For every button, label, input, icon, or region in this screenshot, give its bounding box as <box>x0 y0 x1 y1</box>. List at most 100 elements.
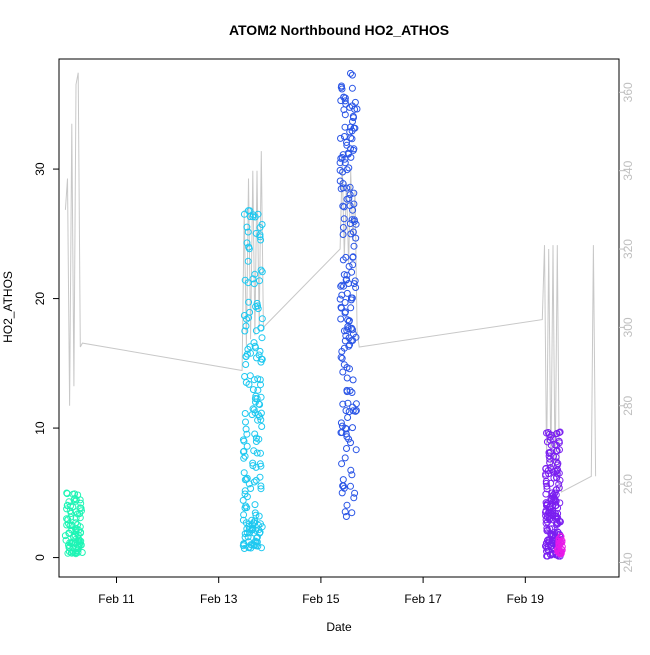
data-point <box>247 349 254 357</box>
data-point <box>252 511 260 519</box>
data-point <box>544 429 552 436</box>
data-point <box>345 195 353 202</box>
data-point <box>249 275 257 283</box>
data-point <box>258 423 266 430</box>
data-point <box>337 419 345 427</box>
data-point <box>339 482 347 490</box>
y-axis-label: HO2_ATHOS <box>1 271 15 343</box>
chart-title: ATOM2 Northbound HO2_ATHOS <box>229 22 449 38</box>
data-point <box>555 541 563 549</box>
data-point <box>63 521 71 529</box>
data-point <box>249 459 257 467</box>
data-point <box>241 410 249 417</box>
data-point <box>342 430 350 438</box>
data-point <box>348 216 356 224</box>
data-point <box>242 418 249 426</box>
data-point <box>353 105 361 113</box>
data-point <box>347 304 355 312</box>
data-point <box>252 303 260 311</box>
data-point <box>245 380 253 388</box>
data-point <box>254 416 262 424</box>
data-point <box>341 508 349 516</box>
data-point <box>343 364 351 371</box>
data-point <box>553 470 561 478</box>
data-point <box>254 386 262 394</box>
data-point <box>339 184 347 192</box>
data-point <box>252 438 260 445</box>
data-point <box>253 395 261 403</box>
data-point <box>245 298 253 306</box>
data-point <box>240 210 248 218</box>
data-point <box>250 406 258 414</box>
data-point <box>256 277 263 285</box>
data-point <box>242 322 250 330</box>
data-point <box>339 256 347 264</box>
data-point <box>69 503 77 511</box>
data-point <box>340 215 348 223</box>
data-point <box>348 102 356 110</box>
data-point <box>554 460 562 467</box>
data-point <box>344 399 352 407</box>
data-point <box>349 253 357 261</box>
data-point <box>348 84 356 92</box>
data-point <box>546 503 554 511</box>
data-point <box>352 284 360 291</box>
y2-tick-label: 280 <box>621 395 635 415</box>
secondary-line-layer <box>64 72 597 493</box>
data-point <box>546 459 554 467</box>
data-point <box>337 303 345 311</box>
data-point <box>553 474 561 482</box>
x-tick-label: Feb 11 <box>98 592 135 606</box>
data-point <box>77 528 85 536</box>
data-point <box>243 504 251 512</box>
data-point <box>68 526 76 534</box>
data-point <box>258 221 266 228</box>
data-point <box>340 203 348 211</box>
data-point <box>246 372 254 380</box>
data-point <box>341 159 349 167</box>
x-tick-label: Feb 19 <box>507 592 545 606</box>
data-point <box>543 547 550 555</box>
data-point <box>343 184 351 192</box>
data-point <box>343 445 350 452</box>
data-point <box>258 334 266 342</box>
data-point <box>343 166 351 174</box>
data-point <box>341 337 349 345</box>
data-point <box>67 540 75 548</box>
data-point <box>246 343 254 351</box>
data-point <box>347 439 354 447</box>
data-point <box>346 387 354 395</box>
data-point <box>340 93 348 101</box>
y2-tick-label: 300 <box>621 317 635 337</box>
data-point <box>257 381 264 389</box>
data-point <box>542 479 550 487</box>
data-point <box>257 236 265 244</box>
data-point <box>252 434 260 442</box>
data-point <box>337 134 344 142</box>
y2-tick-label: 320 <box>621 239 635 259</box>
data-point <box>552 502 560 509</box>
data-point <box>549 468 557 476</box>
data-point <box>241 327 249 335</box>
data-point <box>248 526 256 534</box>
data-point <box>348 509 356 517</box>
data-point <box>242 519 250 527</box>
data-point <box>336 295 344 303</box>
data-point <box>542 519 550 527</box>
data-point <box>247 485 255 492</box>
data-point <box>243 315 250 323</box>
data-point <box>252 229 260 237</box>
data-point <box>350 494 358 502</box>
data-point <box>257 324 265 332</box>
data-point <box>253 449 261 457</box>
data-point <box>345 342 353 350</box>
data-point <box>347 466 355 474</box>
data-point <box>342 513 350 520</box>
data-point <box>242 361 250 368</box>
data-point <box>555 429 563 437</box>
data-point <box>240 511 248 519</box>
data-point <box>548 536 556 544</box>
data-point <box>545 449 553 457</box>
data-point <box>339 151 347 159</box>
